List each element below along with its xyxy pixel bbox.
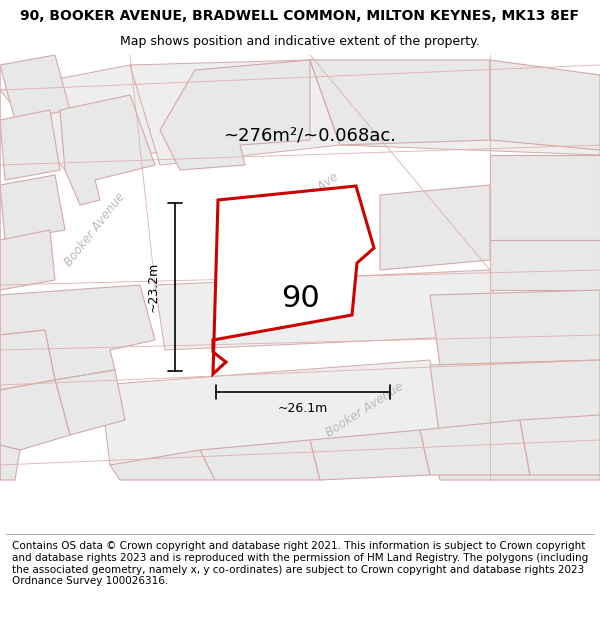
Polygon shape: [100, 360, 450, 465]
Polygon shape: [0, 65, 195, 170]
Text: ~276m²/~0.068ac.: ~276m²/~0.068ac.: [223, 126, 397, 144]
Text: 90: 90: [281, 284, 320, 313]
Polygon shape: [430, 360, 600, 440]
Polygon shape: [0, 175, 65, 240]
Polygon shape: [490, 60, 600, 150]
Polygon shape: [110, 450, 215, 480]
Polygon shape: [0, 110, 60, 180]
Text: ~26.1m: ~26.1m: [278, 401, 328, 414]
Polygon shape: [200, 440, 320, 480]
Polygon shape: [160, 60, 310, 170]
Text: Booker Avenue: Booker Avenue: [62, 191, 128, 269]
Polygon shape: [490, 155, 600, 240]
Polygon shape: [55, 370, 125, 435]
Polygon shape: [310, 60, 600, 155]
Polygon shape: [0, 330, 55, 390]
Polygon shape: [430, 430, 600, 480]
Polygon shape: [310, 430, 430, 480]
Text: ~23.2m: ~23.2m: [146, 262, 160, 312]
Polygon shape: [490, 240, 600, 290]
Text: Booker Avenue: Booker Avenue: [324, 380, 406, 440]
Polygon shape: [60, 95, 155, 205]
Polygon shape: [0, 445, 20, 480]
Polygon shape: [380, 185, 490, 270]
Polygon shape: [0, 380, 70, 450]
Text: Map shows position and indicative extent of the property.: Map shows position and indicative extent…: [120, 35, 480, 48]
Polygon shape: [0, 55, 70, 120]
Text: Contains OS data © Crown copyright and database right 2021. This information is : Contains OS data © Crown copyright and d…: [12, 541, 588, 586]
Polygon shape: [430, 290, 600, 365]
Polygon shape: [0, 285, 155, 380]
Polygon shape: [130, 60, 340, 165]
Polygon shape: [310, 60, 490, 145]
Polygon shape: [520, 415, 600, 475]
Polygon shape: [155, 270, 500, 350]
Polygon shape: [0, 230, 55, 290]
Polygon shape: [420, 420, 530, 475]
Text: 90, BOOKER AVENUE, BRADWELL COMMON, MILTON KEYNES, MK13 8EF: 90, BOOKER AVENUE, BRADWELL COMMON, MILT…: [20, 9, 580, 24]
Polygon shape: [213, 186, 374, 374]
Text: Booker Ave: Booker Ave: [278, 171, 341, 219]
